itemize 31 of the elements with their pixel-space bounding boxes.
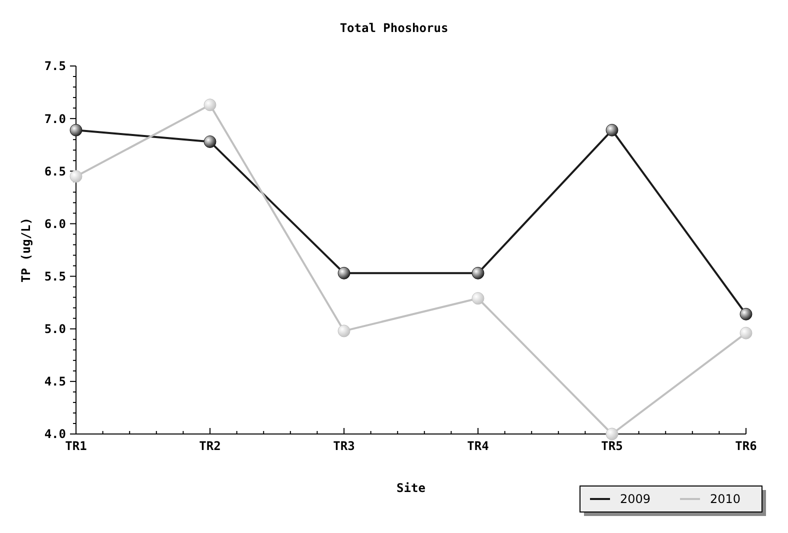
legend-label: 2010 [710,492,741,506]
y-tick-label: 6.0 [44,216,66,231]
point [472,266,484,280]
y-tick-label: 7.5 [44,59,66,74]
point [338,324,350,338]
x-tick-label: TR3 [333,439,355,453]
y-tick-label: 5.0 [44,322,66,336]
x-tick-label: TR5 [601,439,623,453]
point [606,428,618,440]
y-tick-label: 4.5 [44,374,66,389]
point [204,98,216,112]
x-tick-label: TR4 [467,439,489,453]
y-tick-label: 6.5 [44,164,66,178]
legend-label: 2009 [620,492,651,506]
point [204,135,216,148]
point [606,124,618,136]
y-axis-title: TP (ug/L) [19,217,33,283]
point [472,292,484,305]
y-tick-label: 7.0 [44,112,66,126]
point [338,266,350,280]
point [740,308,752,320]
x-tick-label: TR6 [735,439,757,453]
chart-title: Total Phoshorus [340,21,448,35]
y-tick-label: 4.0 [44,427,66,442]
point [70,124,82,136]
x-tick-label: TR1 [65,439,87,453]
point [70,170,82,183]
y-tick-label: 5.5 [44,269,66,284]
x-axis-title: Site [396,481,426,495]
point [740,326,752,340]
x-tick-label: TR2 [199,439,221,453]
